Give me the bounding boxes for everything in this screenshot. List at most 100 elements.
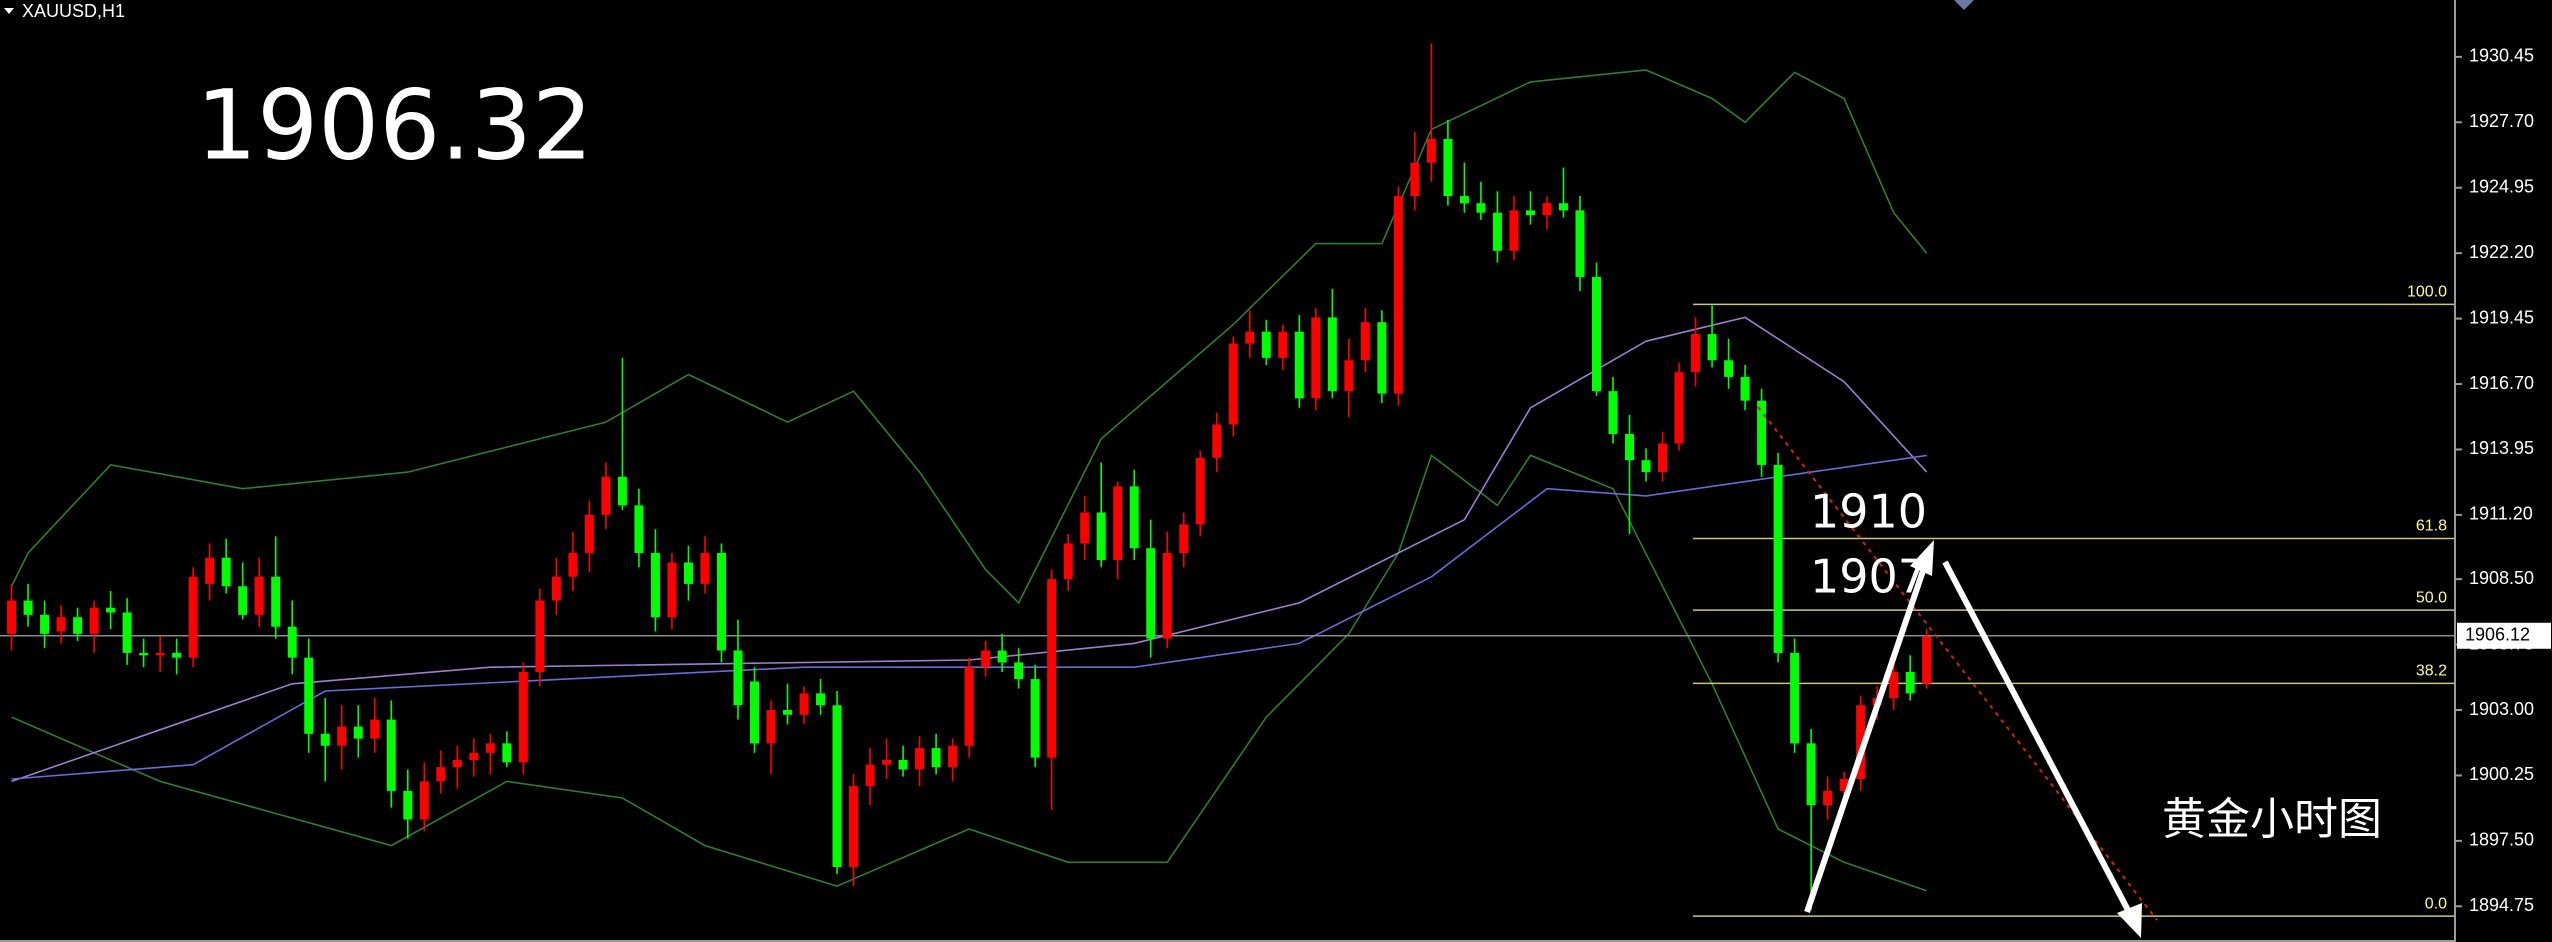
candle-body (1294, 331, 1304, 399)
candle-body (23, 600, 33, 615)
symbol-label: XAUUSD,H1 (22, 1, 125, 21)
candle-body (502, 743, 512, 763)
candle-body (551, 576, 561, 601)
candle-body (1327, 317, 1337, 392)
candle-body (287, 626, 297, 658)
candle-body (1377, 322, 1387, 394)
candle-body (584, 514, 594, 553)
candle-body (205, 557, 215, 584)
candle-body (1129, 486, 1139, 549)
candle-body (849, 786, 859, 868)
annotation: 1910 (1810, 485, 1927, 539)
candle-body (1426, 138, 1436, 163)
candle-body (667, 562, 677, 618)
fib-label: 61.8 (2416, 518, 2447, 535)
candle-body (816, 693, 826, 706)
candle-body (469, 752, 479, 760)
price-label-box (2457, 622, 2551, 649)
candle-body (749, 681, 759, 744)
candle-body (1591, 276, 1601, 392)
candle-body (1575, 210, 1585, 277)
candle-body (1542, 203, 1552, 216)
plot-area: 100.0 61.8 50.0 38.2 0.0 (0, 43, 2455, 917)
candle-body (535, 600, 545, 672)
candle-body (1443, 138, 1453, 197)
candle-body (304, 657, 314, 734)
candle-body (1096, 512, 1106, 561)
fib-label: 0.0 (2425, 895, 2447, 912)
candle-body (799, 693, 809, 715)
candle-body (1410, 162, 1420, 197)
candle-body (1740, 376, 1750, 401)
candle-body (1261, 331, 1271, 358)
candle-body (1476, 203, 1486, 213)
candle-body (1839, 779, 1849, 791)
indicator-line (11, 454, 1927, 780)
y-tick-label: 1916.70 (2469, 373, 2534, 393)
candle-body (40, 614, 50, 634)
annotation: 1907 (1810, 550, 1927, 604)
y-tick-label: 1900.25 (2469, 764, 2534, 784)
candle-body (89, 607, 99, 634)
candle-body (1080, 512, 1090, 544)
candle-body (1790, 652, 1800, 744)
y-tick-label: 1908.50 (2469, 568, 2534, 588)
candle-body (436, 767, 446, 782)
candle-body (1608, 391, 1618, 435)
candle-body (188, 576, 198, 658)
candle-body (1707, 334, 1717, 361)
candle-body (370, 719, 380, 739)
candle-body (271, 576, 281, 627)
candle-body (1030, 679, 1040, 758)
candle-body (766, 710, 776, 744)
candle-body (139, 652, 149, 656)
fib-label: 38.2 (2416, 663, 2447, 680)
candle-body (1278, 331, 1288, 358)
candle-body (981, 650, 991, 668)
candle-body (683, 562, 693, 584)
candle-body (783, 710, 793, 715)
headline-price: 1906.32 (196, 69, 593, 181)
candle-body (1162, 552, 1172, 639)
y-tick-label: 1903.00 (2469, 699, 2534, 719)
arrow-down (1942, 560, 2142, 938)
candle-body (733, 650, 743, 706)
candle-body (617, 476, 627, 506)
candle-body (1492, 212, 1502, 251)
candle-body (1558, 203, 1568, 211)
candle-body (1195, 457, 1205, 525)
candle-body (106, 607, 116, 613)
candle-body (700, 552, 710, 584)
candle-body (7, 600, 17, 634)
candle-body (1212, 424, 1222, 458)
price-label: 1906.12 (2465, 625, 2530, 645)
y-tick-label: 1930.45 (2469, 46, 2534, 66)
indicator-line (11, 316, 1928, 783)
symbol-menu-icon (4, 8, 14, 14)
y-tick-label: 1919.45 (2469, 307, 2534, 327)
candle-body (915, 748, 925, 770)
indicator-line (11, 454, 1927, 892)
candle-body (1856, 705, 1866, 780)
candle-body (1674, 372, 1684, 444)
y-tick-label: 1897.50 (2469, 830, 2534, 850)
candle-body (320, 733, 330, 746)
candle-body (1459, 196, 1469, 204)
candle-body (1245, 331, 1255, 344)
candle-body (865, 764, 875, 787)
candle-body (353, 726, 363, 739)
candle-body (485, 743, 495, 753)
arrow-up (1804, 540, 1934, 913)
candle-body (1922, 636, 1932, 684)
candle-body (1311, 317, 1321, 399)
candle-body (337, 726, 347, 746)
candle-body (1905, 671, 1915, 694)
candle-body (1014, 662, 1024, 680)
y-tick-label: 1922.20 (2469, 242, 2534, 262)
candle-body (1691, 334, 1701, 373)
candle-body (122, 612, 132, 653)
candle-body (931, 748, 941, 768)
y-tick-label: 1927.70 (2469, 111, 2534, 131)
